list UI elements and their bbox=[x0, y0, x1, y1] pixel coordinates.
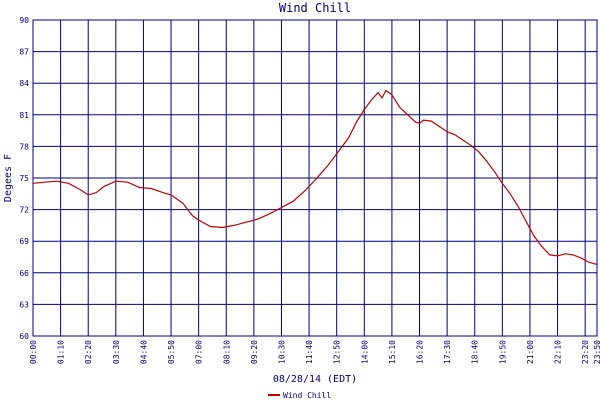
x-tick-label: 03:30 bbox=[112, 340, 121, 364]
x-tick-label: 10:30 bbox=[277, 340, 286, 364]
data-line bbox=[32, 89, 598, 265]
y-tick-label: 72 bbox=[19, 206, 29, 215]
x-tick-label: 17:30 bbox=[443, 340, 452, 364]
x-tick-label: 23:20 bbox=[581, 340, 590, 364]
y-tick-label: 66 bbox=[19, 269, 29, 278]
y-tick-label: 69 bbox=[19, 237, 29, 246]
x-tick-label: 21:00 bbox=[526, 340, 535, 364]
x-tick-label: 23:50 bbox=[593, 340, 600, 364]
x-tick-label: 18:40 bbox=[471, 340, 480, 364]
x-axis-label: 08/28/14 (EDT) bbox=[273, 374, 357, 385]
y-tick-label: 60 bbox=[19, 332, 29, 341]
x-tick-label: 15:10 bbox=[388, 340, 397, 364]
x-tick-label: 11:40 bbox=[305, 340, 314, 364]
y-tick-label: 63 bbox=[19, 300, 29, 309]
y-tick-label: 84 bbox=[19, 79, 29, 88]
y-tick-label: 78 bbox=[19, 142, 29, 151]
y-tick-label: 81 bbox=[19, 111, 29, 120]
chart-title: Wind Chill bbox=[279, 1, 351, 15]
x-tick-label: 22:10 bbox=[554, 340, 563, 364]
x-tick-label: 16:20 bbox=[416, 340, 425, 364]
x-tick-label: 00:00 bbox=[29, 340, 38, 364]
x-tick-label: 14:00 bbox=[360, 340, 369, 364]
x-tick-label: 01:10 bbox=[57, 340, 66, 364]
y-tick-label: 75 bbox=[19, 174, 29, 183]
y-axis-label: Degees F bbox=[3, 154, 14, 202]
x-tick-label: 02:20 bbox=[84, 340, 93, 364]
x-tick-label: 19:50 bbox=[498, 340, 507, 364]
x-tick-label: 12:50 bbox=[333, 340, 342, 364]
x-tick-label: 07:00 bbox=[195, 340, 204, 364]
legend-label: Wind Chill bbox=[283, 391, 331, 400]
x-tick-label: 08:10 bbox=[222, 340, 231, 364]
x-tick-label: 04:40 bbox=[139, 340, 148, 364]
y-tick-label: 87 bbox=[19, 48, 29, 57]
x-tick-label: 09:20 bbox=[250, 340, 259, 364]
x-tick-label: 05:50 bbox=[167, 340, 176, 364]
y-tick-label: 90 bbox=[19, 16, 29, 25]
